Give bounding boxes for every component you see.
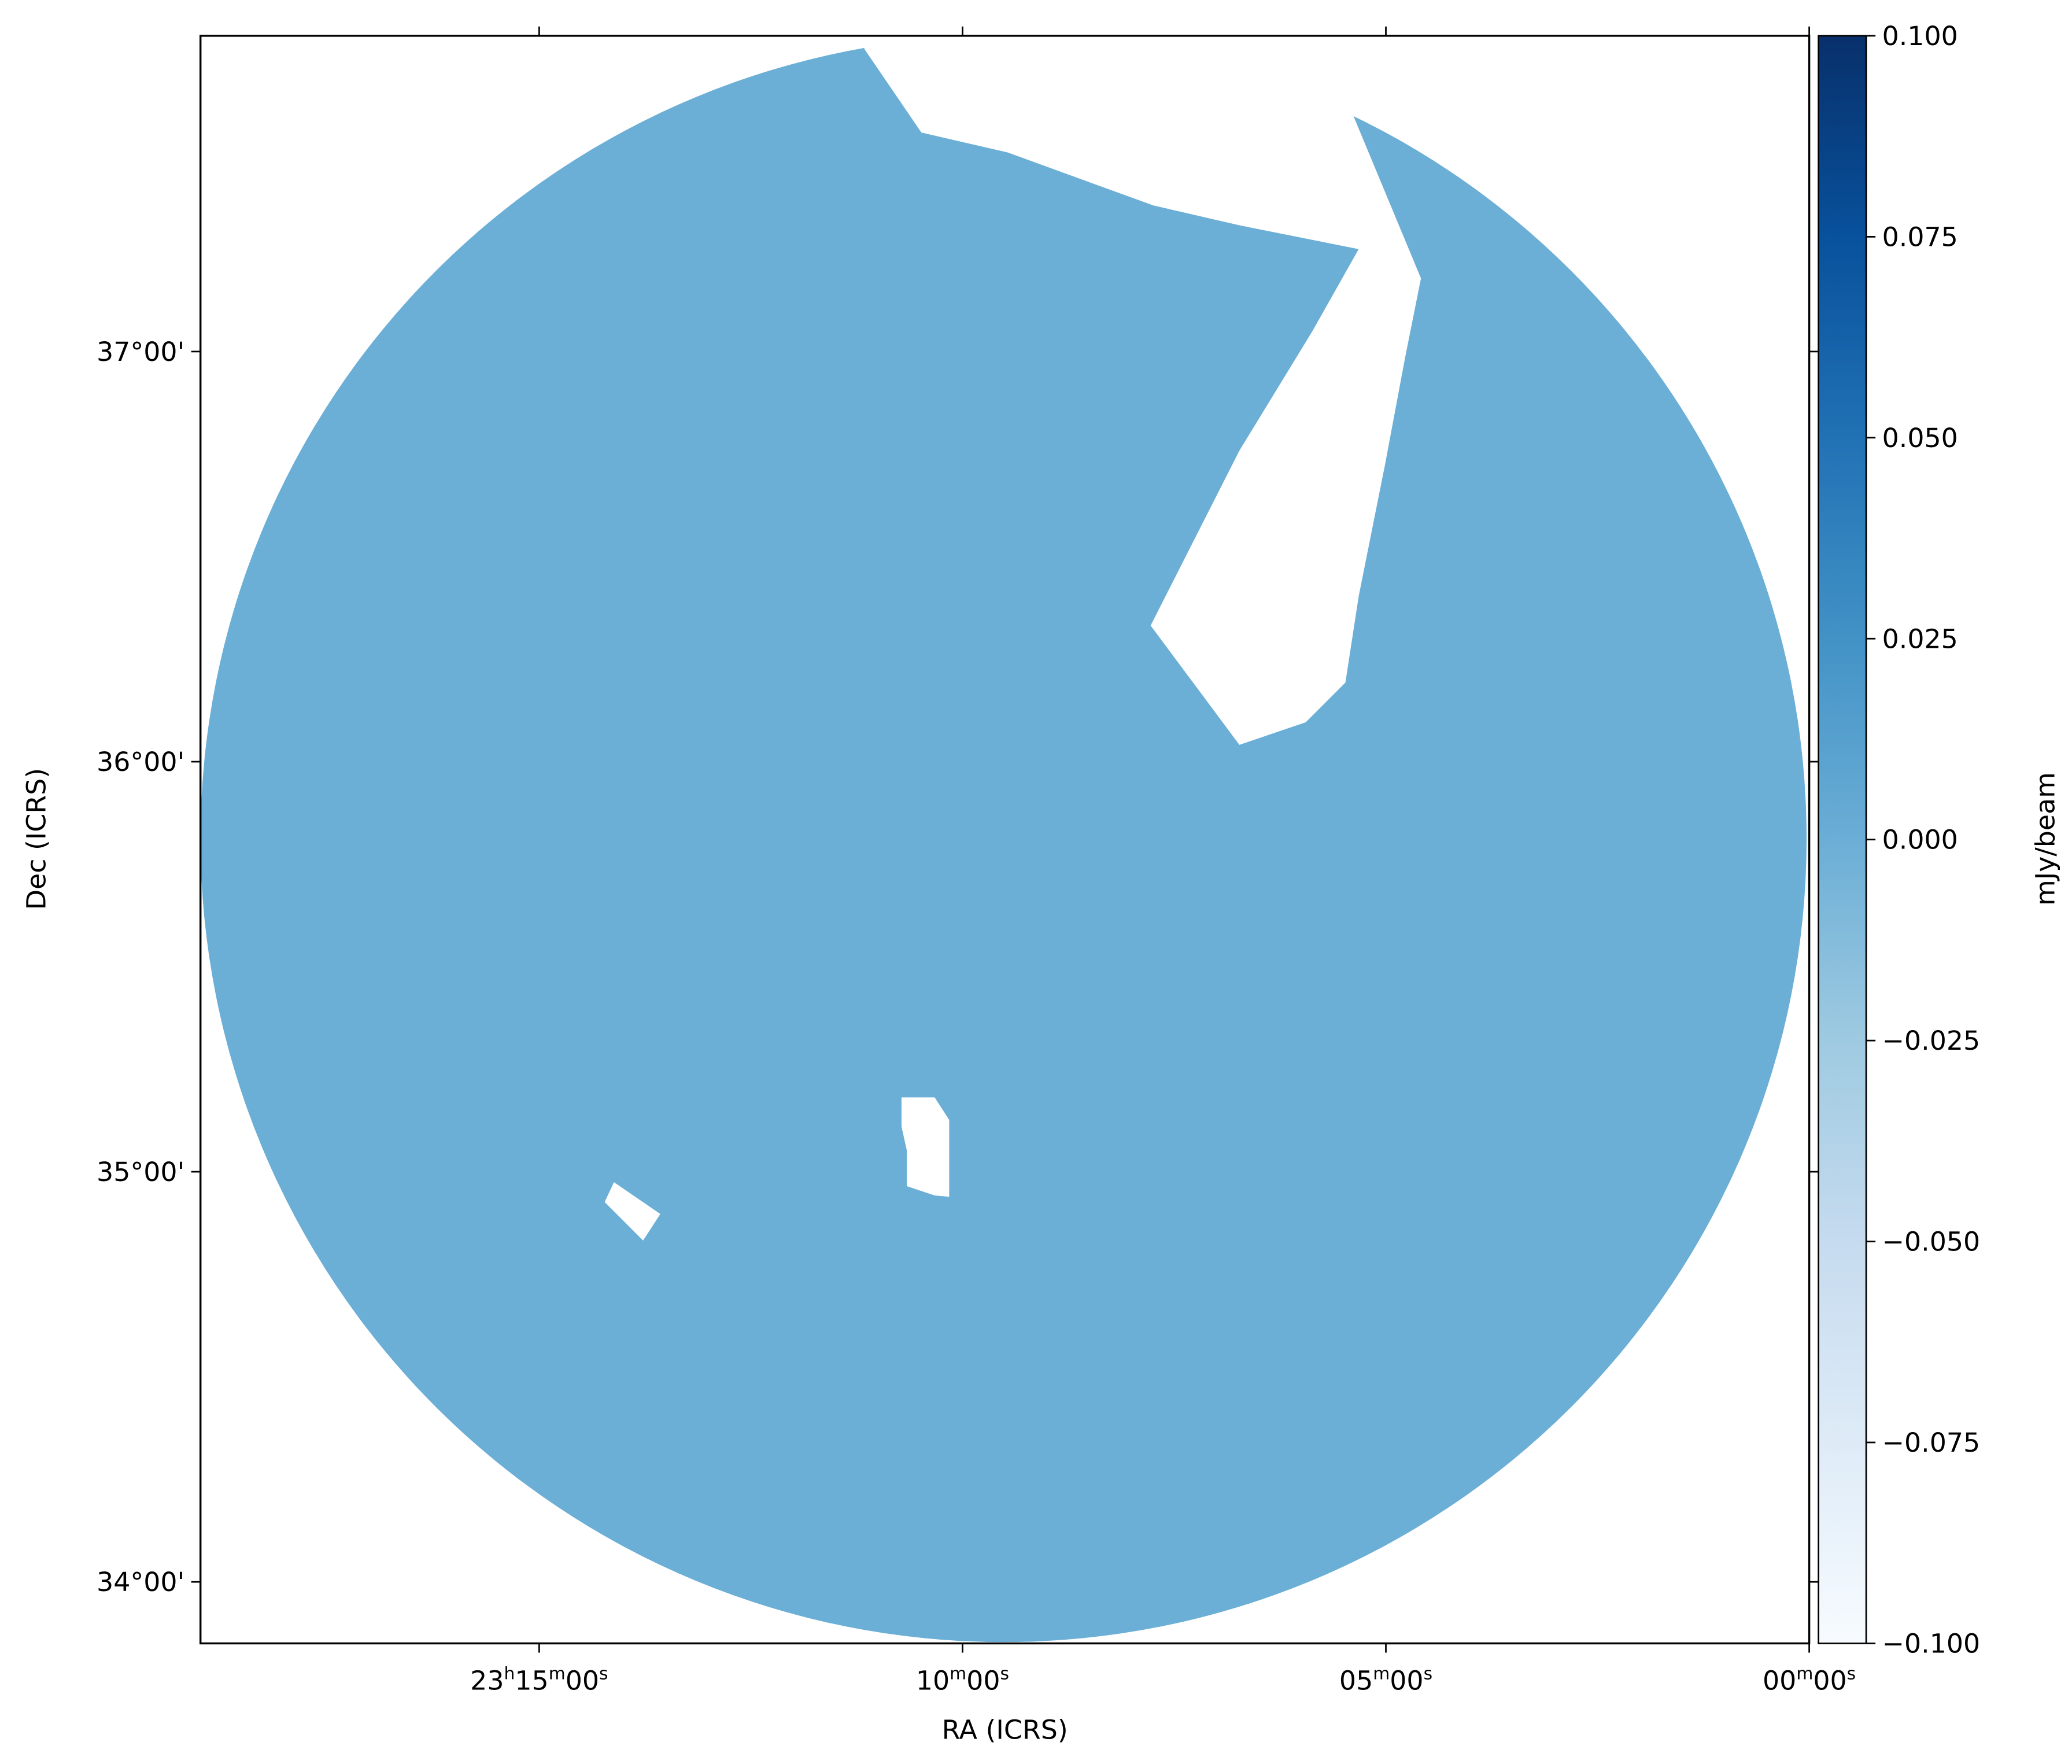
colorbar xyxy=(1818,35,1867,1644)
plot-frame xyxy=(199,35,1811,1645)
colorbar-tick-label: 0.050 xyxy=(1882,422,1958,453)
masked-region xyxy=(901,1097,950,1197)
colorbar-tick-label: 0.025 xyxy=(1882,623,1958,654)
y-tick-label: 37°00' xyxy=(97,336,184,367)
x-tick-label: 23h15m00s xyxy=(470,1663,608,1696)
colorbar-label: mJy/beam xyxy=(2030,772,2061,906)
y-axis-label: Dec (ICRS) xyxy=(21,768,52,910)
masked-region xyxy=(864,35,1421,745)
x-tick-label: 05m00s xyxy=(1339,1663,1432,1696)
x-axis-label: RA (ICRS) xyxy=(942,1714,1068,1745)
colorbar-tick-label: 0.000 xyxy=(1882,824,1958,855)
x-tick-label: 00m00s xyxy=(1763,1663,1856,1696)
colorbar-tick-label: −0.075 xyxy=(1882,1427,1981,1458)
x-tick-label: 10m00s xyxy=(916,1663,1009,1696)
colorbar-tick-label: −0.100 xyxy=(1882,1628,1981,1659)
masked-region xyxy=(604,1182,660,1241)
y-tick-label: 34°00' xyxy=(97,1566,184,1597)
colorbar-tick-label: −0.025 xyxy=(1882,1025,1981,1056)
y-tick-label: 35°00' xyxy=(97,1156,184,1187)
y-tick-label: 36°00' xyxy=(97,746,184,777)
colorbar-tick-label: 0.075 xyxy=(1882,221,1958,252)
colorbar-tick-label: 0.100 xyxy=(1882,20,1958,51)
map-disk xyxy=(201,36,1807,1642)
colorbar-tick-label: −0.050 xyxy=(1882,1226,1981,1257)
sky-image xyxy=(201,35,1807,1642)
